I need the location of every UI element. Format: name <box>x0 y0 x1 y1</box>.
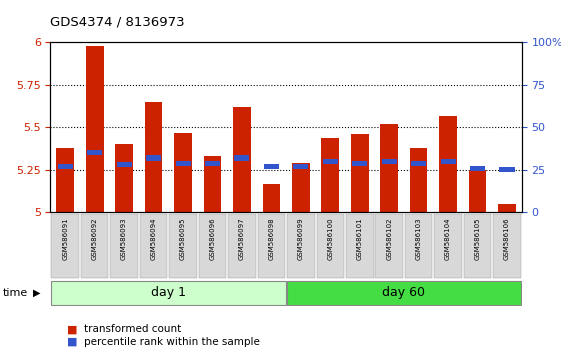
Text: time: time <box>3 288 28 298</box>
FancyBboxPatch shape <box>52 214 79 278</box>
Bar <box>205 161 220 166</box>
Text: GSM586101: GSM586101 <box>357 218 363 261</box>
FancyBboxPatch shape <box>257 214 285 278</box>
Text: GSM586106: GSM586106 <box>504 218 510 261</box>
Bar <box>498 204 516 212</box>
FancyBboxPatch shape <box>51 281 286 305</box>
FancyBboxPatch shape <box>140 214 167 278</box>
Bar <box>233 107 251 212</box>
Bar <box>292 163 310 212</box>
Text: GSM586105: GSM586105 <box>475 218 481 260</box>
Text: GSM586097: GSM586097 <box>239 218 245 261</box>
Bar <box>470 166 485 171</box>
Text: GSM586100: GSM586100 <box>327 218 333 261</box>
Text: GSM586091: GSM586091 <box>62 218 68 261</box>
Text: GSM586094: GSM586094 <box>150 218 157 260</box>
FancyBboxPatch shape <box>464 214 491 278</box>
Bar <box>381 159 397 164</box>
Text: GSM586092: GSM586092 <box>91 218 98 260</box>
FancyBboxPatch shape <box>375 214 403 278</box>
Text: GSM586099: GSM586099 <box>298 218 304 261</box>
Text: day 60: day 60 <box>383 286 425 299</box>
Text: GSM586102: GSM586102 <box>386 218 392 260</box>
Bar <box>86 46 103 212</box>
FancyBboxPatch shape <box>493 214 521 278</box>
Bar <box>56 148 74 212</box>
Bar <box>323 159 338 164</box>
Text: ■: ■ <box>67 324 78 334</box>
Bar <box>234 155 250 161</box>
FancyBboxPatch shape <box>287 281 521 305</box>
FancyBboxPatch shape <box>405 214 433 278</box>
Bar <box>352 161 367 166</box>
Bar <box>380 124 398 212</box>
FancyBboxPatch shape <box>81 214 108 278</box>
FancyBboxPatch shape <box>316 214 344 278</box>
Bar <box>439 115 457 212</box>
Text: GSM586093: GSM586093 <box>121 218 127 261</box>
FancyBboxPatch shape <box>111 214 138 278</box>
Bar <box>411 161 426 166</box>
Text: ▶: ▶ <box>33 288 40 298</box>
Text: GSM586095: GSM586095 <box>180 218 186 260</box>
Bar <box>468 170 486 212</box>
Text: day 1: day 1 <box>151 286 186 299</box>
FancyBboxPatch shape <box>169 214 197 278</box>
Bar <box>263 183 280 212</box>
Text: percentile rank within the sample: percentile rank within the sample <box>84 337 260 347</box>
Bar <box>146 155 161 161</box>
Text: ■: ■ <box>67 337 78 347</box>
Bar <box>204 156 221 212</box>
Text: GDS4374 / 8136973: GDS4374 / 8136973 <box>50 15 185 28</box>
Text: GSM586098: GSM586098 <box>268 218 274 261</box>
FancyBboxPatch shape <box>346 214 374 278</box>
Bar <box>174 132 192 212</box>
Bar <box>87 150 102 155</box>
FancyBboxPatch shape <box>228 214 256 278</box>
Bar <box>145 102 163 212</box>
Text: transformed count: transformed count <box>84 324 181 334</box>
Bar <box>410 148 427 212</box>
Bar <box>440 159 456 164</box>
Bar <box>264 164 279 169</box>
FancyBboxPatch shape <box>199 214 226 278</box>
Text: GSM586096: GSM586096 <box>209 218 215 261</box>
Text: GSM586103: GSM586103 <box>416 218 422 261</box>
Bar <box>176 161 191 166</box>
Bar <box>115 144 133 212</box>
Bar <box>117 162 132 167</box>
Bar <box>499 167 514 172</box>
Bar <box>351 134 369 212</box>
FancyBboxPatch shape <box>434 214 462 278</box>
Bar <box>58 164 73 169</box>
Bar <box>293 164 309 169</box>
FancyBboxPatch shape <box>287 214 315 278</box>
Bar <box>321 138 339 212</box>
Text: GSM586104: GSM586104 <box>445 218 451 260</box>
